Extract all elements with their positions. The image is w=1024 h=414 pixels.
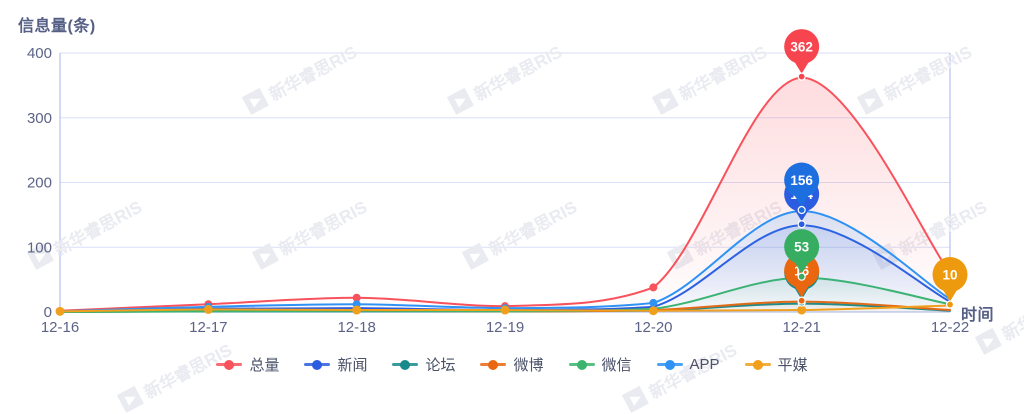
y-tick-label: 300 bbox=[27, 110, 52, 127]
x-tick-label: 12-22 bbox=[931, 319, 969, 336]
data-point-平媒 bbox=[352, 305, 362, 315]
legend-marker-icon bbox=[480, 359, 507, 370]
watermark-text: 新华睿思RIS bbox=[51, 197, 145, 260]
x-tick-label: 12-19 bbox=[486, 319, 524, 336]
data-point-平媒 bbox=[648, 306, 658, 316]
legend-marker-icon bbox=[304, 359, 331, 370]
max-pin-label: 362 bbox=[790, 40, 813, 55]
data-point-平媒 bbox=[55, 306, 65, 316]
watermark: 新华睿思RIS bbox=[241, 42, 360, 115]
data-point-平媒 bbox=[203, 304, 213, 314]
legend-marker-icon bbox=[656, 359, 683, 370]
watermark: 新华睿思RIS bbox=[856, 42, 975, 115]
max-pin-label: 10 bbox=[942, 268, 957, 283]
watermark-text: 新华睿思RIS bbox=[881, 42, 975, 105]
legend-label: 微信 bbox=[601, 357, 632, 374]
legend-marker-icon bbox=[216, 359, 243, 370]
max-pin-label: 53 bbox=[794, 240, 810, 255]
watermark-text: 新华睿思RIS bbox=[276, 197, 370, 260]
watermark: 新华睿思RIS bbox=[26, 197, 145, 270]
max-marker-layer: 36213413165315610 bbox=[784, 29, 968, 309]
legend-marker-icon bbox=[744, 359, 771, 370]
data-point-总量 bbox=[649, 283, 658, 292]
data-point-APP bbox=[649, 298, 658, 307]
legend-item-APP[interactable]: APP bbox=[656, 356, 720, 373]
max-pin-微信: 53 bbox=[784, 229, 820, 281]
axis-labels: 0 100 200 300 400 12-16 12-17 12-18 12-19 12-20 12… bbox=[27, 45, 969, 336]
legend-item-微博[interactable]: 微博 bbox=[480, 354, 544, 375]
max-pin-label: 156 bbox=[790, 173, 813, 188]
data-point-总量 bbox=[352, 293, 361, 302]
legend-marker-icon bbox=[392, 359, 419, 370]
legend-label: 平媒 bbox=[777, 357, 808, 374]
series-area-APP bbox=[60, 210, 950, 312]
y-tick-label: 0 bbox=[44, 304, 52, 321]
y-axis-title: 信息量(条) bbox=[18, 18, 96, 35]
watermark: 新华睿思RIS bbox=[446, 42, 565, 115]
x-tick-label: 12-21 bbox=[782, 319, 820, 336]
x-tick-label: 12-18 bbox=[337, 319, 375, 336]
x-tick-label: 12-17 bbox=[189, 319, 227, 336]
legend-item-论坛[interactable]: 论坛 bbox=[392, 354, 455, 375]
legend-item-平媒[interactable]: 平媒 bbox=[744, 354, 808, 375]
series-平媒 bbox=[55, 304, 951, 316]
max-pin-总量: 362 bbox=[784, 29, 820, 81]
watermark-text: 新华睿思RIS bbox=[266, 42, 360, 105]
x-tick-label: 12-16 bbox=[41, 319, 79, 336]
y-tick-label: 100 bbox=[27, 239, 52, 256]
legend-marker-icon bbox=[568, 359, 595, 370]
watermark: 新华睿思RIS bbox=[251, 197, 370, 270]
legend-item-总量[interactable]: 总量 bbox=[216, 354, 279, 375]
x-axis-title: 时间 bbox=[961, 307, 995, 324]
watermark-text: 新华睿思RIS bbox=[999, 282, 1024, 345]
max-pin-平媒: 10 bbox=[932, 257, 968, 309]
data-point-平媒 bbox=[500, 305, 510, 315]
y-tick-label: 400 bbox=[27, 45, 52, 62]
legend-item-新闻[interactable]: 新闻 bbox=[304, 354, 367, 375]
legend-label: APP bbox=[689, 356, 720, 373]
watermark-text: 新华睿思RIS bbox=[471, 42, 565, 105]
legend-item-微信[interactable]: 微信 bbox=[568, 354, 632, 375]
data-point-平媒 bbox=[797, 305, 807, 315]
watermark: 新华睿思RIS bbox=[621, 340, 740, 413]
legend-label: 微博 bbox=[513, 357, 544, 374]
y-tick-label: 200 bbox=[27, 175, 52, 192]
watermark-text: 新华睿思RIS bbox=[676, 42, 770, 105]
legend: 总量 新闻 论坛 微博 微信 APP 平媒 bbox=[0, 354, 1024, 375]
x-tick-label: 12-20 bbox=[634, 319, 672, 336]
watermark: 新华睿思RIS bbox=[461, 197, 580, 270]
max-pin-APP: 156 bbox=[784, 162, 820, 215]
watermark: 新华睿思RIS bbox=[116, 340, 235, 413]
legend-label: 总量 bbox=[249, 357, 280, 374]
legend-label: 新闻 bbox=[337, 357, 368, 374]
watermark: 新华睿思RIS bbox=[651, 42, 770, 115]
watermark-text: 新华睿思RIS bbox=[486, 197, 580, 260]
legend-label: 论坛 bbox=[425, 357, 456, 374]
